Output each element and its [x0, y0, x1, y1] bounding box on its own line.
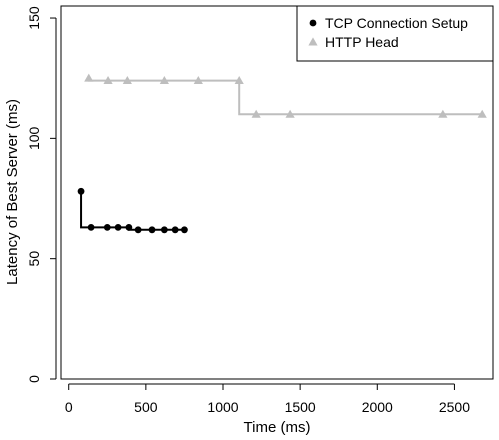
y-tick-label: 100	[26, 126, 42, 150]
y-axis: 0 50 100 150	[26, 6, 57, 383]
series-line	[80, 191, 185, 231]
legend-marker	[309, 19, 317, 27]
data-point	[160, 226, 168, 234]
series-2	[84, 73, 487, 118]
data-point	[114, 223, 122, 231]
y-tick-label: 0	[26, 375, 42, 383]
x-tick-label: 0	[65, 399, 73, 415]
x-axis: 0 500 1000 1500 2000 2500	[65, 383, 470, 415]
legend-box	[296, 5, 494, 62]
legend-entries: TCP Connection Setup HTTP Head	[308, 15, 468, 50]
x-axis-title: Time (ms)	[244, 419, 311, 436]
data-point	[438, 109, 448, 118]
data-point	[148, 226, 156, 234]
x-tick-label: 2500	[439, 399, 470, 415]
data-point	[234, 76, 244, 85]
data-point	[84, 73, 94, 82]
x-tick-label: 1000	[207, 399, 238, 415]
data-point	[77, 187, 85, 195]
y-axis-title: Latency of Best Server (ms)	[4, 99, 21, 285]
data-point	[171, 226, 179, 234]
data-point	[103, 223, 111, 231]
data-point	[193, 76, 203, 85]
data-point	[159, 76, 169, 85]
series-layer	[77, 73, 487, 234]
data-point	[251, 109, 261, 118]
y-tick-label: 150	[26, 6, 42, 30]
data-point	[477, 109, 487, 118]
series-1	[77, 187, 188, 234]
data-point	[103, 76, 113, 85]
data-point	[87, 223, 95, 231]
legend-marker	[308, 37, 318, 46]
legend: TCP Connection Setup HTTP Head	[296, 5, 494, 62]
data-point	[122, 76, 132, 85]
legend-label: TCP Connection Setup	[325, 15, 468, 31]
data-point	[134, 226, 142, 234]
x-tick-label: 500	[134, 399, 158, 415]
y-tick-label: 50	[26, 251, 42, 267]
series-line	[87, 78, 483, 116]
data-point	[181, 226, 188, 234]
legend-label: HTTP Head	[325, 34, 399, 50]
data-point	[125, 223, 133, 231]
x-tick-label: 1500	[285, 399, 316, 415]
x-tick-label: 2000	[362, 399, 393, 415]
plot-frame	[60, 5, 494, 380]
data-point	[285, 109, 295, 118]
